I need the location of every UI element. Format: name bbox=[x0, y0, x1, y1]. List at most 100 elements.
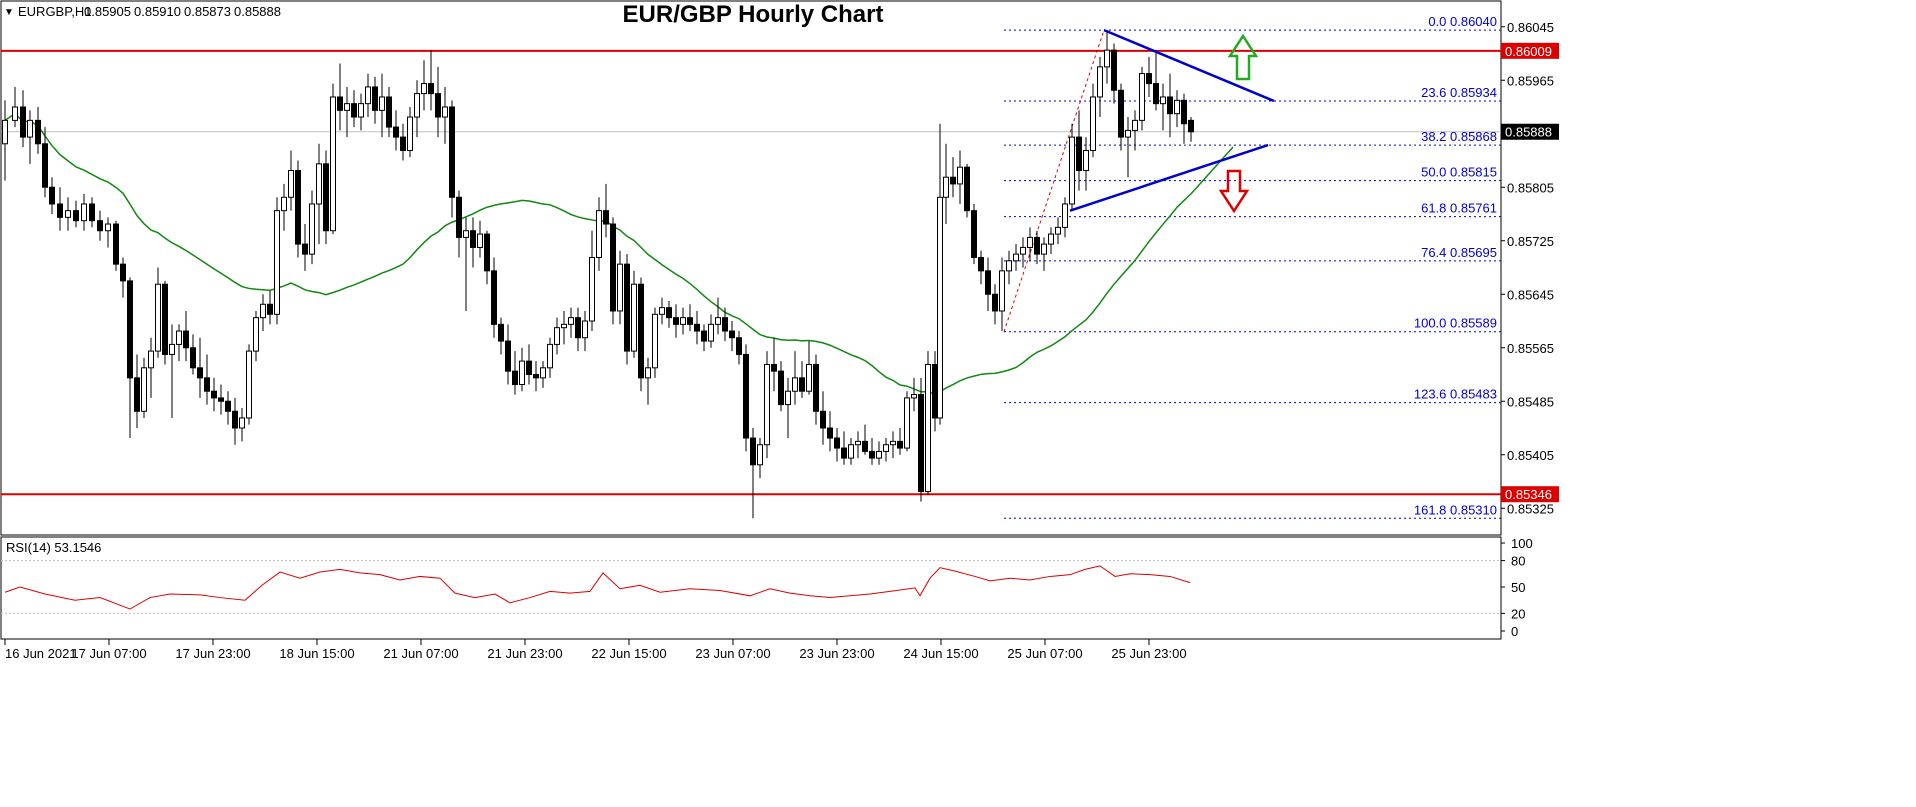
candle-body bbox=[400, 136, 406, 151]
price-tick-label: 0.85485 bbox=[1507, 394, 1554, 409]
candle-body bbox=[1069, 136, 1075, 205]
candle-body bbox=[964, 166, 970, 212]
candle-body bbox=[971, 210, 977, 258]
fib-level-label: 123.6 0.85483 bbox=[1414, 387, 1497, 402]
candle-body bbox=[554, 327, 560, 345]
candle-body bbox=[1104, 49, 1110, 68]
candle-body bbox=[204, 377, 210, 392]
rsi-tick-label: 0 bbox=[1511, 624, 1518, 639]
candle-body bbox=[883, 444, 889, 452]
candle-body bbox=[540, 367, 546, 379]
price-tick-label: 0.85965 bbox=[1507, 73, 1554, 88]
candle-body bbox=[365, 86, 371, 105]
moving-average bbox=[4, 112, 1234, 396]
rsi-tick-label: 20 bbox=[1511, 606, 1525, 621]
candle-body bbox=[57, 203, 63, 218]
candle-body bbox=[498, 323, 504, 342]
symbol-low: 0.85873 bbox=[184, 4, 231, 19]
candle-body bbox=[925, 363, 931, 493]
rsi-line bbox=[4, 565, 1191, 610]
candle-body bbox=[218, 397, 224, 402]
symbol-label: EURGBP,H1 bbox=[18, 4, 91, 19]
candle-body bbox=[1055, 226, 1061, 235]
price-tag bbox=[1501, 42, 1559, 59]
rsi-indicator bbox=[1, 560, 1501, 614]
collapse-triangle-icon[interactable]: ▼ bbox=[4, 7, 14, 18]
candle-body bbox=[49, 186, 55, 205]
candle-body bbox=[351, 103, 357, 118]
candle-body bbox=[771, 363, 777, 372]
candle-body bbox=[463, 230, 469, 238]
fib-level-label: 100.0 0.85589 bbox=[1414, 316, 1497, 331]
candle-body bbox=[81, 203, 87, 222]
time-tick-label: 17 Jun 07:00 bbox=[71, 646, 146, 661]
candle-body bbox=[617, 263, 623, 312]
candle-body bbox=[344, 103, 350, 111]
candle-body bbox=[855, 440, 861, 446]
candle-body bbox=[386, 96, 392, 128]
price-tag bbox=[1501, 486, 1559, 503]
candle-body bbox=[943, 176, 949, 198]
candle-body bbox=[288, 170, 294, 198]
candle-body bbox=[239, 417, 245, 429]
candle-body bbox=[869, 450, 875, 459]
candle-body bbox=[1013, 253, 1019, 262]
candle-body bbox=[911, 394, 917, 399]
candle-body bbox=[183, 330, 189, 349]
candle-body bbox=[792, 377, 798, 392]
candle-body bbox=[589, 256, 595, 322]
symbol-open: 0.85905 bbox=[84, 4, 131, 19]
time-tick-label: 16 Jun 2021 bbox=[5, 646, 77, 661]
candle-body bbox=[918, 394, 924, 493]
candle-body bbox=[729, 330, 735, 339]
symbol-high: 0.85910 bbox=[134, 4, 181, 19]
triangle-lower-line bbox=[1069, 143, 1269, 212]
price-tick-label: 0.85645 bbox=[1507, 287, 1554, 302]
candle-body bbox=[890, 440, 896, 446]
candle-body bbox=[813, 363, 819, 412]
candle-body bbox=[820, 410, 826, 429]
price-tick-label: 0.86045 bbox=[1507, 20, 1554, 35]
price-tag-label: 0.85888 bbox=[1505, 125, 1552, 140]
price-panel-frame bbox=[0, 0, 1502, 536]
candle-body bbox=[1139, 73, 1145, 121]
candle-body bbox=[848, 444, 854, 459]
candle-body bbox=[337, 96, 343, 111]
time-tick-label: 25 Jun 07:00 bbox=[1007, 646, 1082, 661]
candle-body bbox=[316, 163, 322, 205]
candle-body bbox=[267, 303, 273, 315]
candle-body bbox=[526, 360, 532, 375]
horizontal-levels: 0.86009 0.85346 0.85888 bbox=[1, 42, 1559, 503]
rsi-label: RSI(14) 53.1546 bbox=[6, 540, 101, 555]
time-tick-label: 21 Jun 23:00 bbox=[487, 646, 562, 661]
candle-body bbox=[120, 263, 126, 282]
axes: 0.86045 0.85965 0.85805 0.85725 0.85645 0.855… bbox=[4, 20, 1554, 661]
candle-body bbox=[897, 440, 903, 449]
candle-body bbox=[932, 363, 938, 419]
time-tick-label: 24 Jun 15:00 bbox=[903, 646, 978, 661]
candle-body bbox=[442, 106, 448, 118]
candle-body bbox=[260, 303, 266, 319]
candle-body bbox=[1125, 129, 1131, 138]
candle-body bbox=[785, 390, 791, 406]
candle-body bbox=[701, 330, 707, 342]
candle-body bbox=[414, 93, 420, 118]
candle-body bbox=[764, 363, 770, 446]
candle-body bbox=[20, 106, 26, 138]
candle-body bbox=[1153, 83, 1159, 105]
candle-body bbox=[197, 367, 203, 379]
candle-body bbox=[162, 283, 168, 355]
candle-body bbox=[27, 119, 33, 138]
triangle-pattern bbox=[1069, 28, 1275, 212]
candle-body bbox=[687, 317, 693, 325]
direction-arrows bbox=[1218, 33, 1259, 214]
candle-body bbox=[309, 203, 315, 255]
candle-body bbox=[281, 196, 287, 212]
candle-body bbox=[211, 390, 217, 399]
candle-body bbox=[477, 233, 483, 248]
price-tick-label: 0.85565 bbox=[1507, 341, 1554, 356]
candle-body bbox=[841, 447, 847, 459]
candle-body bbox=[666, 307, 672, 319]
